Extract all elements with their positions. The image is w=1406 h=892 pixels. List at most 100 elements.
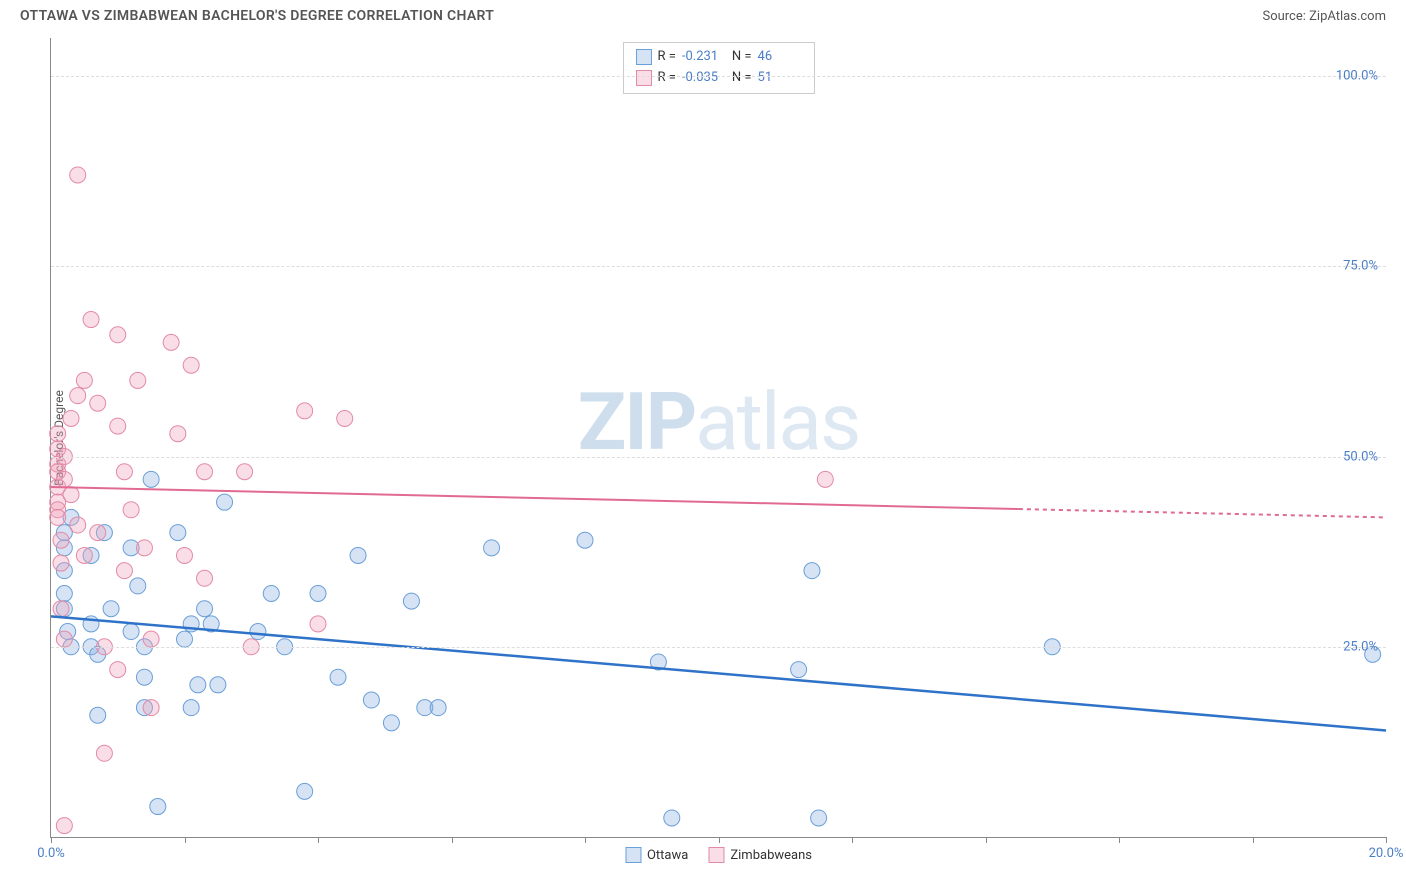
x-tick-label: 20.0% — [1369, 846, 1404, 861]
y-tick-label: 100.0% — [1336, 69, 1378, 84]
data-point — [363, 692, 379, 708]
data-point — [56, 818, 72, 834]
data-point — [170, 426, 186, 442]
x-tick — [452, 837, 453, 843]
data-point — [350, 547, 366, 563]
data-point — [53, 555, 69, 571]
legend-swatch — [708, 847, 724, 863]
data-point — [183, 357, 199, 373]
data-point — [103, 601, 119, 617]
chart-plot-area: Bachelor's Degree ZIPatlas R =-0.231N =4… — [50, 38, 1386, 838]
stats-n-label: N = — [732, 68, 752, 89]
data-point — [90, 525, 106, 541]
data-point — [263, 585, 279, 601]
data-point — [136, 669, 152, 685]
x-tick — [585, 837, 586, 843]
x-tick — [318, 837, 319, 843]
data-point — [197, 570, 213, 586]
trend-line — [51, 487, 1019, 509]
x-tick-label: 0.0% — [37, 846, 65, 861]
data-point — [577, 532, 593, 548]
legend-item: Ottawa — [625, 847, 688, 863]
data-point — [83, 312, 99, 328]
data-point — [150, 799, 166, 815]
data-point — [190, 677, 206, 693]
data-point — [163, 334, 179, 350]
data-point — [310, 585, 326, 601]
data-point — [170, 525, 186, 541]
data-point — [63, 410, 79, 426]
data-point — [177, 631, 193, 647]
legend: Ottawa Zimbabweans — [625, 847, 812, 863]
stats-n-label: N = — [732, 47, 752, 68]
x-tick — [719, 837, 720, 843]
gridline — [51, 647, 1386, 648]
data-point — [110, 418, 126, 434]
data-point — [791, 662, 807, 678]
data-point — [70, 388, 86, 404]
x-tick — [986, 837, 987, 843]
data-point — [197, 601, 213, 617]
data-point — [136, 540, 152, 556]
data-point — [123, 624, 139, 640]
data-point — [63, 487, 79, 503]
chart-source: Source: ZipAtlas.com — [1262, 9, 1386, 24]
legend-swatch — [625, 847, 641, 863]
data-point — [143, 631, 159, 647]
x-tick — [852, 837, 853, 843]
data-point — [70, 517, 86, 533]
data-point — [56, 631, 72, 647]
data-point — [197, 464, 213, 480]
data-point — [383, 715, 399, 731]
stats-r-value: -0.035 — [682, 68, 726, 89]
y-tick-label: 75.0% — [1343, 259, 1378, 274]
x-tick — [1386, 837, 1387, 843]
data-point — [143, 700, 159, 716]
chart-title: OTTAWA VS ZIMBABWEAN BACHELOR'S DEGREE C… — [20, 8, 494, 24]
stats-n-value: 51 — [758, 68, 802, 89]
x-tick — [185, 837, 186, 843]
legend-item: Zimbabweans — [708, 847, 812, 863]
data-point — [50, 426, 66, 442]
stats-row: R = -0.231 N = 46 — [635, 47, 801, 68]
data-point — [337, 410, 353, 426]
y-tick-label: 50.0% — [1343, 449, 1378, 464]
data-point — [297, 403, 313, 419]
data-point — [183, 700, 199, 716]
stats-r-label: R = — [657, 47, 675, 68]
data-point — [53, 532, 69, 548]
data-point — [817, 471, 833, 487]
stats-r-value: -0.231 — [682, 47, 726, 68]
correlation-stats-box: R = -0.231 N = 46 R = -0.035 N = 51 — [622, 42, 814, 94]
data-point — [250, 624, 266, 640]
data-point — [143, 471, 159, 487]
data-point — [56, 585, 72, 601]
data-point — [430, 700, 446, 716]
data-point — [110, 662, 126, 678]
legend-label: Ottawa — [647, 848, 688, 863]
data-point — [76, 547, 92, 563]
data-point — [297, 783, 313, 799]
legend-label: Zimbabweans — [730, 848, 812, 863]
data-point — [237, 464, 253, 480]
trend-line-dashed — [1019, 509, 1386, 517]
data-point — [177, 547, 193, 563]
data-point — [90, 395, 106, 411]
data-point — [811, 810, 827, 826]
data-point — [804, 563, 820, 579]
x-tick — [1253, 837, 1254, 843]
data-point — [403, 593, 419, 609]
data-point — [116, 563, 132, 579]
stats-row: R = -0.035 N = 51 — [635, 68, 801, 89]
data-point — [70, 167, 86, 183]
data-point — [50, 509, 66, 525]
data-point — [130, 372, 146, 388]
stats-swatch — [635, 49, 651, 65]
x-tick — [51, 837, 52, 843]
stats-r-label: R = — [657, 68, 675, 89]
stats-swatch — [635, 70, 651, 86]
data-point — [90, 707, 106, 723]
data-point — [53, 601, 69, 617]
stats-n-value: 46 — [758, 47, 802, 68]
data-point — [56, 471, 72, 487]
